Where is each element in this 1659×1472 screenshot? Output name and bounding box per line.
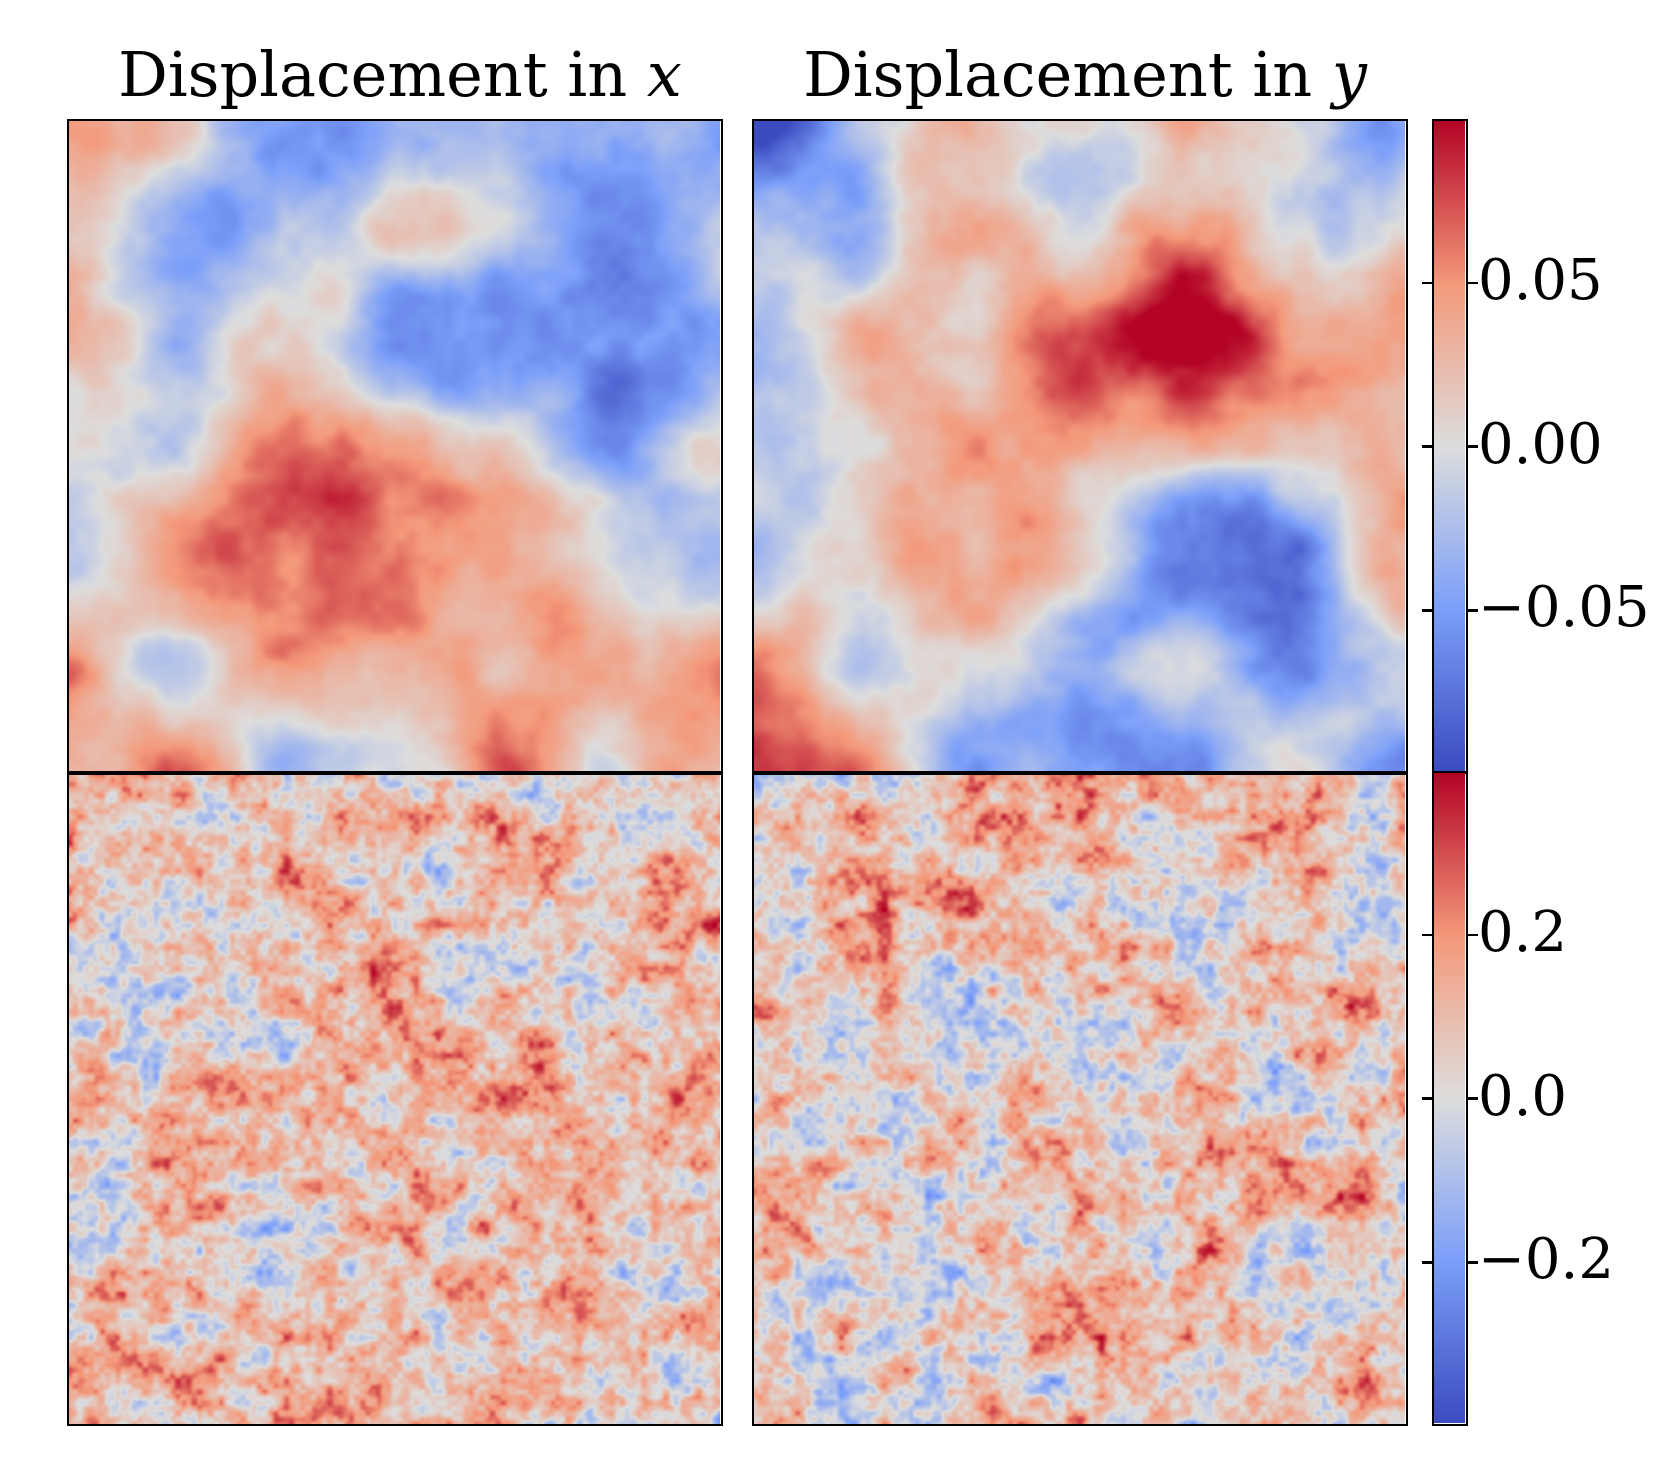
colorbar-bottom-tick-0.2-right: [1468, 933, 1478, 936]
heatmap-x-displacement-top: [69, 121, 720, 772]
colorbar-bottom-tick-neg0.2: [1422, 1261, 1432, 1264]
colorbar-top-tick-neg0.05-right: [1468, 609, 1478, 612]
colorbar-bottom-tick-neg0.2-right: [1468, 1261, 1478, 1264]
title-displacement-y: Displacement in y: [803, 38, 1367, 111]
colorbar-top-tick-0.05: [1422, 281, 1432, 284]
title-displacement-x: Displacement in x: [118, 38, 682, 111]
colorbar-bottom-label-neg0.2: −0.2: [1478, 1227, 1614, 1293]
heatmap-x-displacement-bottom: [69, 773, 720, 1424]
colorbar-top-tick-0.00: [1422, 445, 1432, 448]
colorbar-bottom-label-0.2: 0.2: [1478, 899, 1568, 965]
heatmap-y-displacement-bottom: [754, 773, 1405, 1424]
colorbar-bottom-gradient: [1434, 773, 1465, 1423]
colorbar-bottom-tick-0.2: [1422, 933, 1432, 936]
colorbar-top-label-0.00: 0.00: [1478, 411, 1603, 477]
colorbar-top-tick-0.05-right: [1468, 281, 1478, 284]
colorbar-top-label-0.05: 0.05: [1478, 247, 1603, 313]
colorbar-bottom-tick-0.0: [1422, 1097, 1432, 1100]
heatmap-y-displacement-top: [754, 121, 1405, 772]
colorbar-top-label-neg0.05: −0.05: [1478, 575, 1650, 641]
colorbar-top-tick-0.00-right: [1468, 445, 1478, 448]
colorbar-bottom-tick-0.0-right: [1468, 1097, 1478, 1100]
colorbar-top-gradient: [1434, 121, 1465, 771]
colorbar-bottom: [1432, 771, 1468, 1426]
colorbar-bottom-label-0.0: 0.0: [1478, 1063, 1568, 1129]
colorbar-top: [1432, 119, 1468, 774]
colorbar-top-tick-neg0.05: [1422, 609, 1432, 612]
